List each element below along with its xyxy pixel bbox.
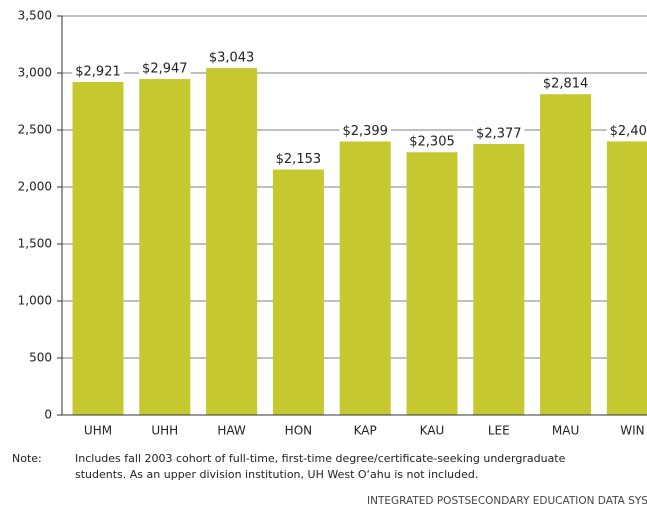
- value-label-bg: [339, 124, 391, 140]
- value-label-bg: [205, 50, 258, 66]
- x-tick-label: LEE: [488, 424, 510, 438]
- value-label: $2,305: [409, 135, 455, 150]
- bar: [206, 68, 258, 416]
- value-label-bg: [139, 61, 191, 77]
- value-label-bg: [406, 134, 458, 150]
- x-tick-label: MAU: [552, 424, 579, 438]
- bar: [72, 82, 124, 416]
- x-tick-label: HAW: [217, 424, 246, 438]
- bar: [540, 94, 592, 415]
- value-label-bg: [539, 76, 592, 92]
- x-tick-label: KAP: [354, 424, 377, 438]
- note-label: Note:: [12, 452, 42, 465]
- value-label: $2,921: [75, 65, 121, 80]
- note-line: Includes fall 2003 cohort of full-time, …: [75, 452, 566, 465]
- x-tick-label: UHH: [151, 424, 178, 438]
- bar: [139, 79, 191, 416]
- bar: [606, 141, 647, 415]
- value-label-bg: [606, 123, 647, 139]
- value-label-bg: [272, 152, 325, 168]
- value-label: $2,377: [476, 127, 522, 142]
- y-tick-label: 1,000: [18, 294, 52, 308]
- value-label-bg: [72, 64, 124, 80]
- x-tick-label: UHM: [84, 424, 112, 438]
- y-tick-label: 2,000: [18, 180, 52, 194]
- y-tick-label: 0: [44, 408, 52, 422]
- y-tick-label: 500: [29, 351, 52, 365]
- value-label: $2,153: [276, 152, 322, 167]
- value-label: $2,399: [342, 124, 388, 139]
- x-tick-label: KAU: [420, 424, 445, 438]
- bar: [473, 144, 525, 415]
- bar: [406, 152, 458, 416]
- bar: [339, 141, 391, 415]
- value-label: $3,043: [209, 51, 255, 66]
- y-tick-label: 3,500: [18, 9, 52, 23]
- value-label: $2,400: [610, 124, 647, 139]
- value-label: $2,814: [543, 77, 589, 92]
- note-line: students. As an upper division instituti…: [75, 468, 478, 481]
- source: INTEGRATED POSTSECONDARY EDUCATION DATA …: [367, 495, 647, 507]
- bar: [272, 169, 324, 415]
- x-tick-label: WIN: [620, 424, 644, 438]
- y-tick-label: 1,500: [18, 237, 52, 251]
- value-label: $2,947: [142, 62, 188, 77]
- y-tick-label: 3,000: [18, 66, 52, 80]
- value-label-bg: [473, 126, 525, 142]
- y-tick-label: 2,500: [18, 123, 52, 137]
- x-tick-label: HON: [285, 424, 312, 438]
